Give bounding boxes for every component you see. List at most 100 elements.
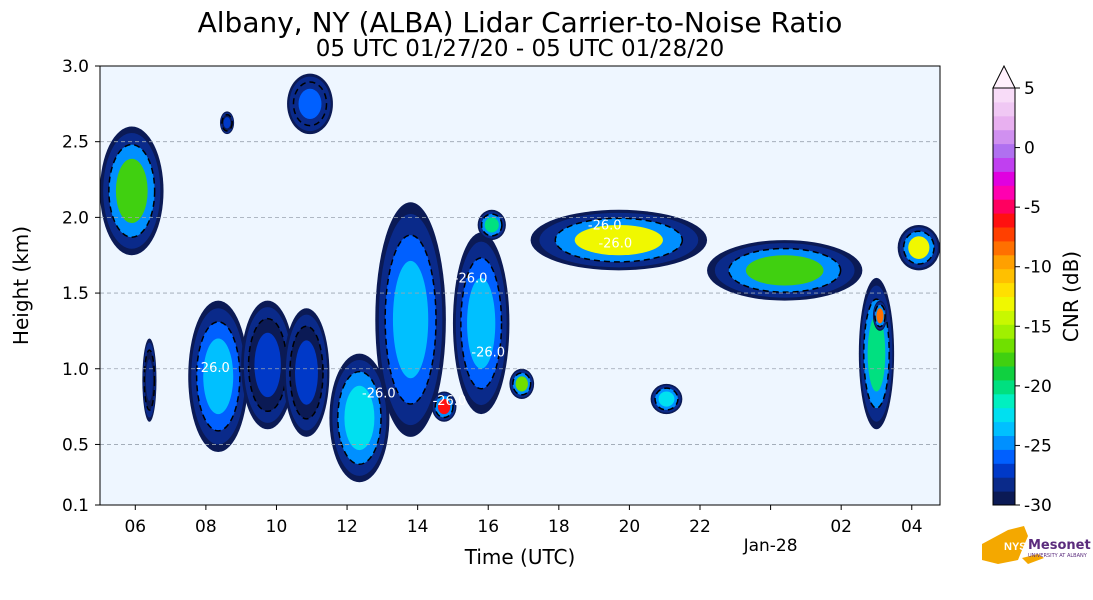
contour-patch-06 bbox=[143, 349, 156, 411]
contour-descent-26-27 bbox=[863, 298, 890, 409]
y-tick-label: 3.0 bbox=[62, 57, 89, 77]
cnr-region-tower-13-14-layer-3 bbox=[392, 260, 429, 379]
contour-high-band-22-26 bbox=[728, 247, 842, 293]
colorbar-segment bbox=[993, 366, 1015, 381]
x-tick-label: 06 bbox=[124, 517, 146, 537]
colorbar-tick-label: -30 bbox=[1024, 496, 1052, 516]
y-tick-label: 0.1 bbox=[62, 496, 89, 516]
cnr-region-descent-26-27-layer-3 bbox=[867, 315, 886, 392]
cnr-region-tower-15-16-layer-3 bbox=[467, 277, 496, 369]
contour-label: -26.0 bbox=[471, 346, 505, 361]
contour-label: -26.0 bbox=[196, 361, 230, 376]
x-tick-label: 04 bbox=[901, 517, 923, 537]
cnr-region-patch-17-layer-3 bbox=[515, 376, 528, 392]
y-tick-label: 0.5 bbox=[62, 435, 89, 455]
x-tick-label: 20 bbox=[619, 517, 641, 537]
colorbar-segment bbox=[993, 435, 1015, 450]
colorbar-segment bbox=[993, 115, 1015, 131]
contour-label: -26.0 bbox=[588, 218, 622, 233]
chart-title: Albany, NY (ALBA) Lidar Carrier-to-Noise… bbox=[197, 6, 843, 39]
logo-subtext: UNIVERSITY AT ALBANY bbox=[1028, 553, 1087, 559]
colorbar-tick-label: -15 bbox=[1024, 317, 1052, 337]
colorbar-extend-arrow bbox=[992, 64, 1016, 89]
cnr-region-patch-06-layer-3 bbox=[145, 359, 153, 401]
colorbar-segment bbox=[993, 379, 1015, 395]
contour-label: -26.0 bbox=[362, 387, 396, 402]
colorbar-segment bbox=[993, 296, 1015, 311]
colorbar-segment bbox=[993, 171, 1015, 186]
contour-high-band-18-22 bbox=[554, 217, 684, 263]
x-axis-label: Time (UTC) bbox=[464, 545, 576, 569]
x-tick-label: 18 bbox=[548, 517, 570, 537]
x-tick-label: 16 bbox=[477, 517, 499, 537]
colorbar-tick-label: -10 bbox=[1024, 258, 1052, 278]
cnr-region-patch-21-layer-3 bbox=[658, 391, 675, 407]
contour-small-16-2k bbox=[480, 213, 503, 237]
contour-label: -26.0 bbox=[433, 394, 467, 409]
x-tick-label: 22 bbox=[689, 517, 711, 537]
colorbar-segment bbox=[993, 101, 1015, 117]
contour-small-10-high bbox=[292, 81, 328, 127]
colorbar-segment bbox=[993, 393, 1015, 409]
contour-label: -26.0 bbox=[598, 237, 632, 252]
colorbar-tick-label: 5 bbox=[1024, 79, 1035, 99]
contour-band-early bbox=[108, 143, 156, 238]
contour-patch-17 bbox=[512, 372, 532, 396]
cnr-region-small-10-high-layer-3 bbox=[298, 88, 322, 119]
y-tick-label: 2.5 bbox=[62, 133, 89, 153]
colorbar-segment bbox=[993, 254, 1015, 270]
y-axis-label: Height (km) bbox=[9, 226, 33, 345]
cnr-region-high-band-22-26-layer-3 bbox=[745, 255, 824, 286]
colorbar-segment bbox=[993, 352, 1015, 367]
contour-core-27 bbox=[874, 304, 886, 328]
cnr-region-small-09-high-layer-3 bbox=[223, 117, 231, 129]
contour-core-14 bbox=[434, 394, 454, 419]
cnr-region-core-27-layer-3 bbox=[876, 308, 884, 324]
colorbar-segment bbox=[993, 449, 1015, 464]
colorbar-label: CNR (dB) bbox=[1059, 251, 1083, 342]
cnr-region-small-16-2k-layer-3 bbox=[484, 217, 499, 233]
cnr-region-high-band-18-22-layer-3 bbox=[574, 224, 663, 256]
x-tick-label: 02 bbox=[830, 517, 852, 537]
contour-cloud-12-13 bbox=[337, 370, 382, 466]
colorbar-segment bbox=[993, 157, 1015, 172]
cnr-region-cloud-12-13-layer-3 bbox=[344, 385, 375, 451]
logo-text: Mesonet bbox=[1028, 538, 1091, 553]
colorbar-segment bbox=[993, 338, 1015, 353]
colorbar-tick-label: -5 bbox=[1024, 198, 1041, 218]
x-tick-label: 10 bbox=[266, 517, 288, 537]
colorbar-segment bbox=[993, 491, 1015, 506]
x-tick-label: 12 bbox=[336, 517, 358, 537]
contour-tower-11 bbox=[289, 325, 324, 420]
colorbar-segment bbox=[993, 268, 1015, 284]
colorbar-segment bbox=[993, 88, 1015, 103]
y-tick-label: 2.0 bbox=[62, 208, 89, 228]
colorbar-segment bbox=[993, 407, 1015, 423]
colorbar-segment bbox=[993, 129, 1015, 145]
contour-low-cloud-07 bbox=[195, 321, 241, 432]
colorbar-segment bbox=[993, 463, 1015, 478]
colorbar-segment bbox=[993, 213, 1015, 228]
cnr-region-low-cloud-07-layer-3 bbox=[203, 338, 234, 415]
contour-band-late bbox=[902, 230, 935, 265]
chart-subtitle: 05 UTC 01/27/20 - 05 UTC 01/28/20 bbox=[315, 36, 725, 62]
contour-tower-13-14 bbox=[384, 234, 437, 405]
colorbar-segment bbox=[993, 421, 1015, 436]
colorbar-segment bbox=[993, 282, 1015, 297]
colorbar-segment bbox=[993, 310, 1015, 325]
colorbar-tick-label: -20 bbox=[1024, 377, 1052, 397]
x-tick-label: Jan-28 bbox=[743, 536, 798, 556]
colorbar-segment bbox=[993, 227, 1015, 242]
colorbar-segment bbox=[993, 477, 1015, 492]
cnr-region-patch-09-layer-3 bbox=[254, 332, 281, 398]
cnr-region-band-early-layer-3 bbox=[115, 158, 148, 224]
cnr-region-band-late-layer-3 bbox=[908, 236, 930, 260]
contour-label: -26.0 bbox=[454, 271, 488, 286]
y-tick-label: 1.0 bbox=[62, 360, 89, 380]
colorbar-tick-label: -25 bbox=[1024, 436, 1052, 456]
colorbar-segment bbox=[993, 185, 1015, 200]
colorbar-segment bbox=[993, 240, 1015, 256]
colorbar-segment bbox=[993, 199, 1015, 214]
contour-patch-21 bbox=[654, 387, 679, 411]
